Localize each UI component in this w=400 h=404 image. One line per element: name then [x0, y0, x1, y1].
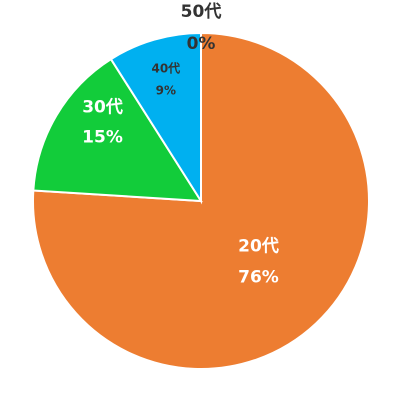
slice-value-label: 15% — [82, 127, 123, 147]
pie-slice — [32, 31, 370, 370]
slice-category-label: 30代 — [82, 96, 123, 117]
slice-category-label: 20代 — [238, 236, 279, 257]
pie-slice — [32, 57, 203, 203]
slice-value-label: 9% — [156, 84, 176, 98]
slice-category-label: 50代 — [181, 1, 222, 22]
pie-slice — [109, 31, 202, 205]
slice-category-label: 40代 — [151, 61, 180, 76]
slice-value-label: 0% — [187, 34, 216, 54]
slice-value-label: 76% — [238, 268, 279, 288]
